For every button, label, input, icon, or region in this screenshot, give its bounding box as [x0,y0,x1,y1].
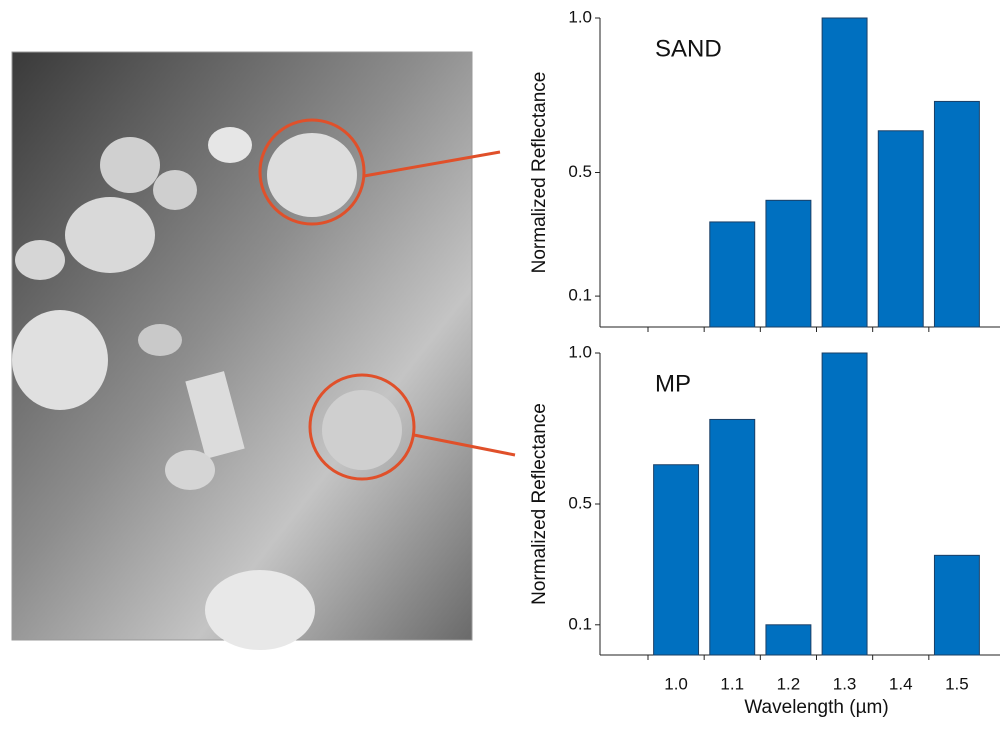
y-tick-label: 0.5 [568,162,592,181]
y-tick-label: 0.1 [568,614,592,633]
bar [933,554,980,656]
bar [877,130,924,328]
x-tick-label: 1.5 [945,674,969,693]
bar [933,100,980,328]
bar [821,17,868,328]
chart-title: SAND [655,35,722,62]
x-tick-label: 1.0 [664,674,688,693]
chart-title: MP [655,370,691,397]
y-tick-label: 0.1 [568,286,592,305]
y-tick-label: 1.0 [568,7,592,26]
y-axis-label: Normalized Reflectance [529,72,550,274]
bar [765,199,812,328]
x-tick-label: 1.2 [777,674,801,693]
x-tick-label: 1.3 [833,674,857,693]
x-tick-label: 1.1 [720,674,744,693]
bar [709,221,756,328]
micrograph [11,51,473,650]
callouts [258,118,516,481]
x-tick-label: 1.4 [889,674,913,693]
bar [653,464,700,656]
bar [709,418,756,656]
x-axis-label: Wavelength (µm) [744,697,888,718]
y-axis-label: Normalized Reflectance [529,403,550,605]
bar [765,624,812,656]
y-tick-label: 1.0 [568,342,592,361]
y-tick-label: 0.5 [568,493,592,512]
bar [821,352,868,656]
